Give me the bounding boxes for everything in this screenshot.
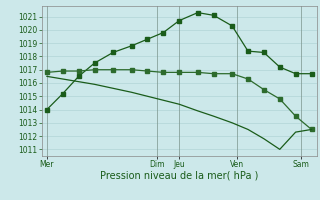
X-axis label: Pression niveau de la mer( hPa ): Pression niveau de la mer( hPa ) xyxy=(100,171,258,181)
